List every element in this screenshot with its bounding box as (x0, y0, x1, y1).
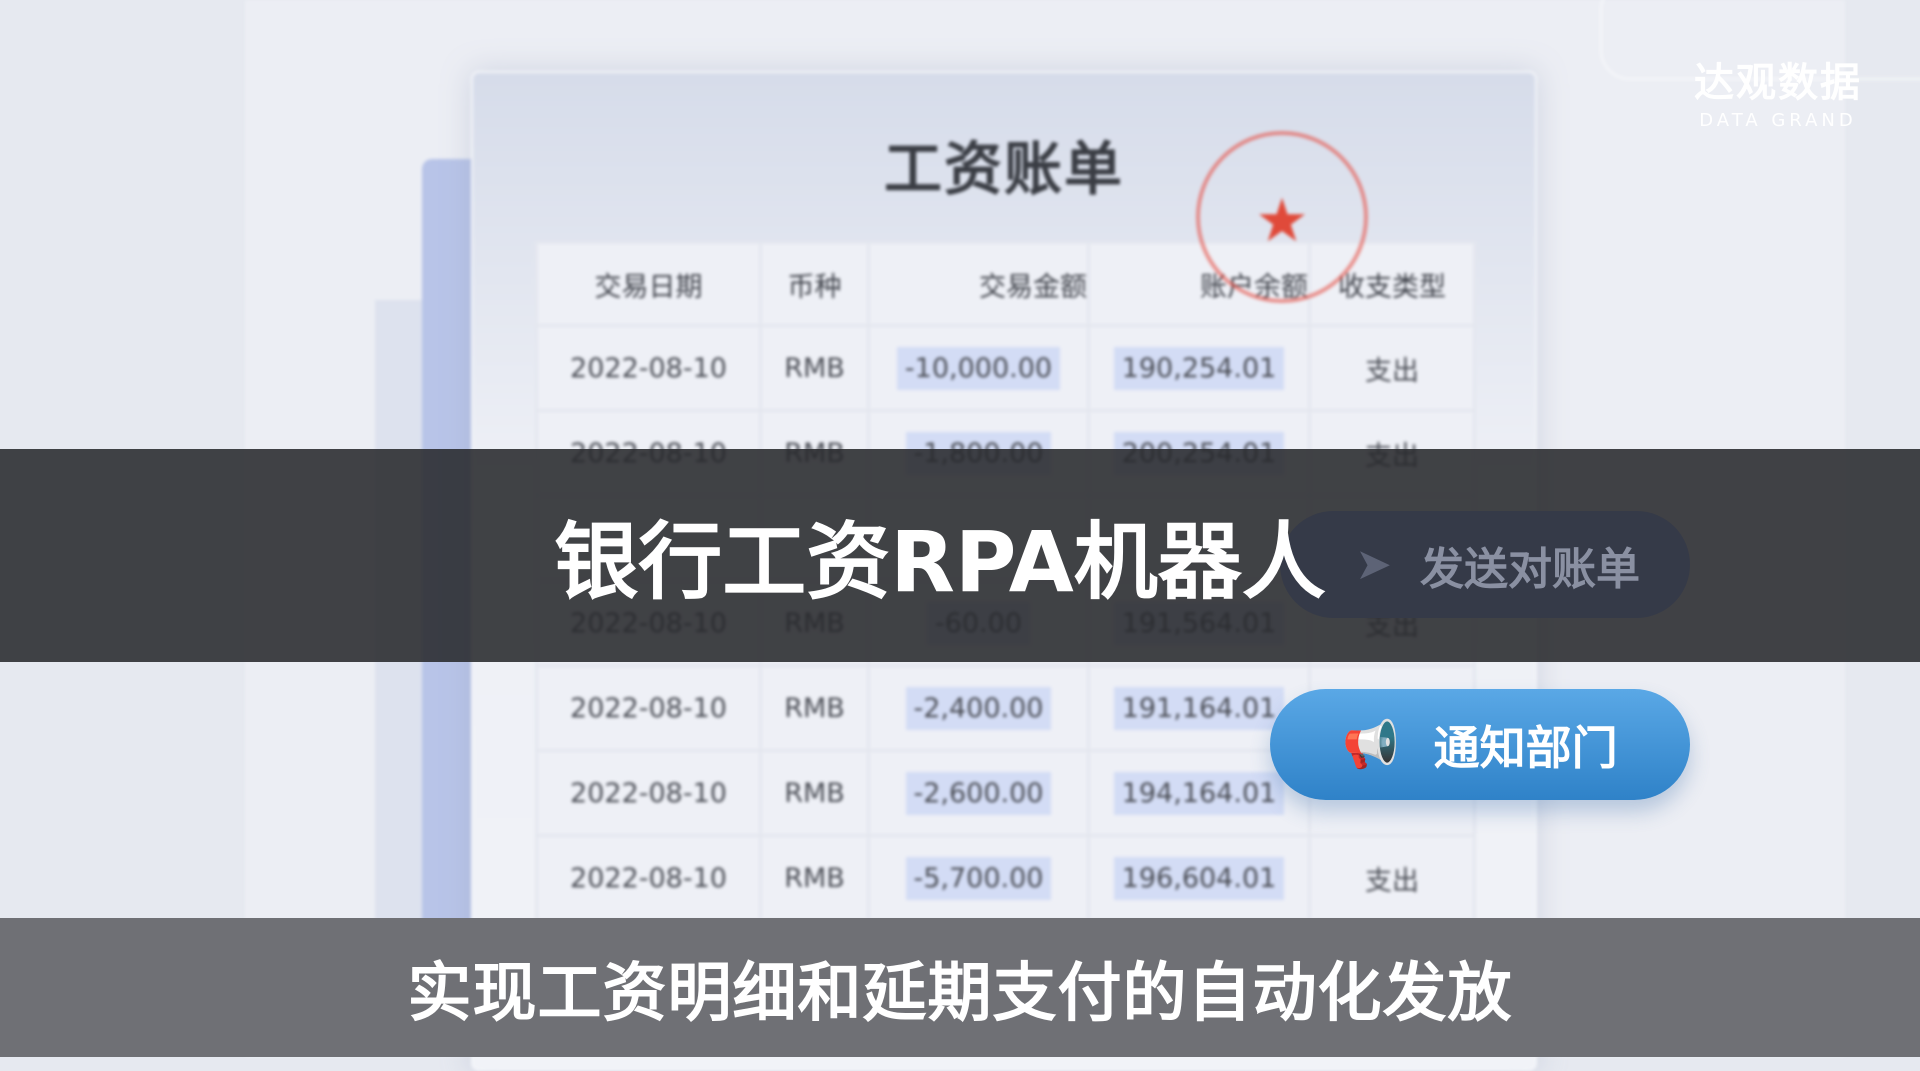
amount-cell-value: -10,000.00 (896, 346, 1061, 390)
balance-cell-value: 191,164.01 (1113, 686, 1285, 730)
date-cell: 2022-08-10 (535, 664, 762, 752)
date-cell-value: 2022-08-10 (570, 352, 727, 384)
type-cell-value: 支出 (1365, 355, 1419, 387)
megaphone-icon: 📢 (1342, 717, 1400, 771)
balance-cell: 190,254.01 (1087, 324, 1311, 412)
balance-cell: 194,164.01 (1087, 749, 1311, 837)
type-cell: 支出 (1308, 834, 1476, 922)
notify-department-button[interactable]: 📢 通知部门 (1270, 689, 1690, 800)
logo-en: DATA GRAND (1699, 110, 1857, 131)
amount-cell-value: -2,600.00 (905, 771, 1052, 815)
amount-cell: -2,600.00 (867, 749, 1090, 837)
amount-cell: -10,000.00 (867, 324, 1090, 412)
currency-cell-value: RMB (784, 352, 845, 384)
send-statement-button[interactable]: ➤ 发送对账单 (1280, 511, 1690, 618)
date-cell: 2022-08-10 (535, 324, 762, 412)
table-header: 交易日期 币种 交易金额 账户余额 收支类型 (535, 241, 1476, 327)
currency-cell: RMB (759, 324, 870, 412)
currency-cell-value: RMB (784, 777, 845, 809)
logo-cn: 达观数据 (1694, 60, 1862, 106)
bill-title: 工资账单 (883, 135, 1124, 203)
currency-cell-value: RMB (784, 862, 845, 894)
table-row: 2022-08-10 RMB -2,600.00 194,164.01 (535, 749, 1476, 837)
balance-cell-value: 196,604.01 (1113, 856, 1285, 900)
send-statement-label: 发送对账单 (1420, 543, 1640, 595)
date-cell-value: 2022-08-10 (570, 692, 727, 724)
currency-cell: RMB (759, 834, 870, 922)
decorative-frame (1600, 0, 1920, 80)
amount-cell: -2,400.00 (867, 664, 1090, 752)
currency-cell: RMB (759, 664, 870, 752)
date-cell-value: 2022-08-10 (570, 862, 727, 894)
col-date: 交易日期 (535, 241, 762, 327)
amount-cell: -5,700.00 (867, 834, 1090, 922)
caption-subtitle: 实现工资明细和延期支付的自动化发放 (407, 956, 1513, 1031)
balance-cell-value: 190,254.01 (1113, 346, 1285, 390)
type-cell-value: 支出 (1365, 865, 1419, 897)
table-row: 2022-08-10 RMB -10,000.00 190,254.01 支出 (535, 324, 1476, 412)
col-currency: 币种 (759, 241, 870, 327)
col-amount: 交易金额 (867, 241, 1090, 327)
type-cell: 支出 (1308, 324, 1476, 412)
amount-cell-value: -5,700.00 (905, 856, 1052, 900)
company-seal-icon: ★ (1196, 131, 1368, 303)
table-row: 2022-08-10 RMB -5,700.00 196,604.01 支出 (535, 834, 1476, 922)
notify-department-label: 通知部门 (1433, 720, 1618, 775)
currency-cell-value: RMB (784, 692, 845, 724)
logo: 达观数据 DATA GRAND (1694, 50, 1862, 131)
date-cell: 2022-08-10 (535, 834, 762, 922)
date-cell-value: 2022-08-10 (570, 777, 727, 809)
currency-cell: RMB (759, 749, 870, 837)
subtitle-bar: 实现工资明细和延期支付的自动化发放 (0, 918, 1920, 1057)
balance-cell-value: 194,164.01 (1113, 771, 1285, 815)
date-cell: 2022-08-10 (535, 749, 762, 837)
paper-plane-icon: ➤ (1355, 539, 1392, 590)
amount-cell-value: -2,400.00 (905, 686, 1052, 730)
balance-cell: 196,604.01 (1087, 834, 1311, 922)
